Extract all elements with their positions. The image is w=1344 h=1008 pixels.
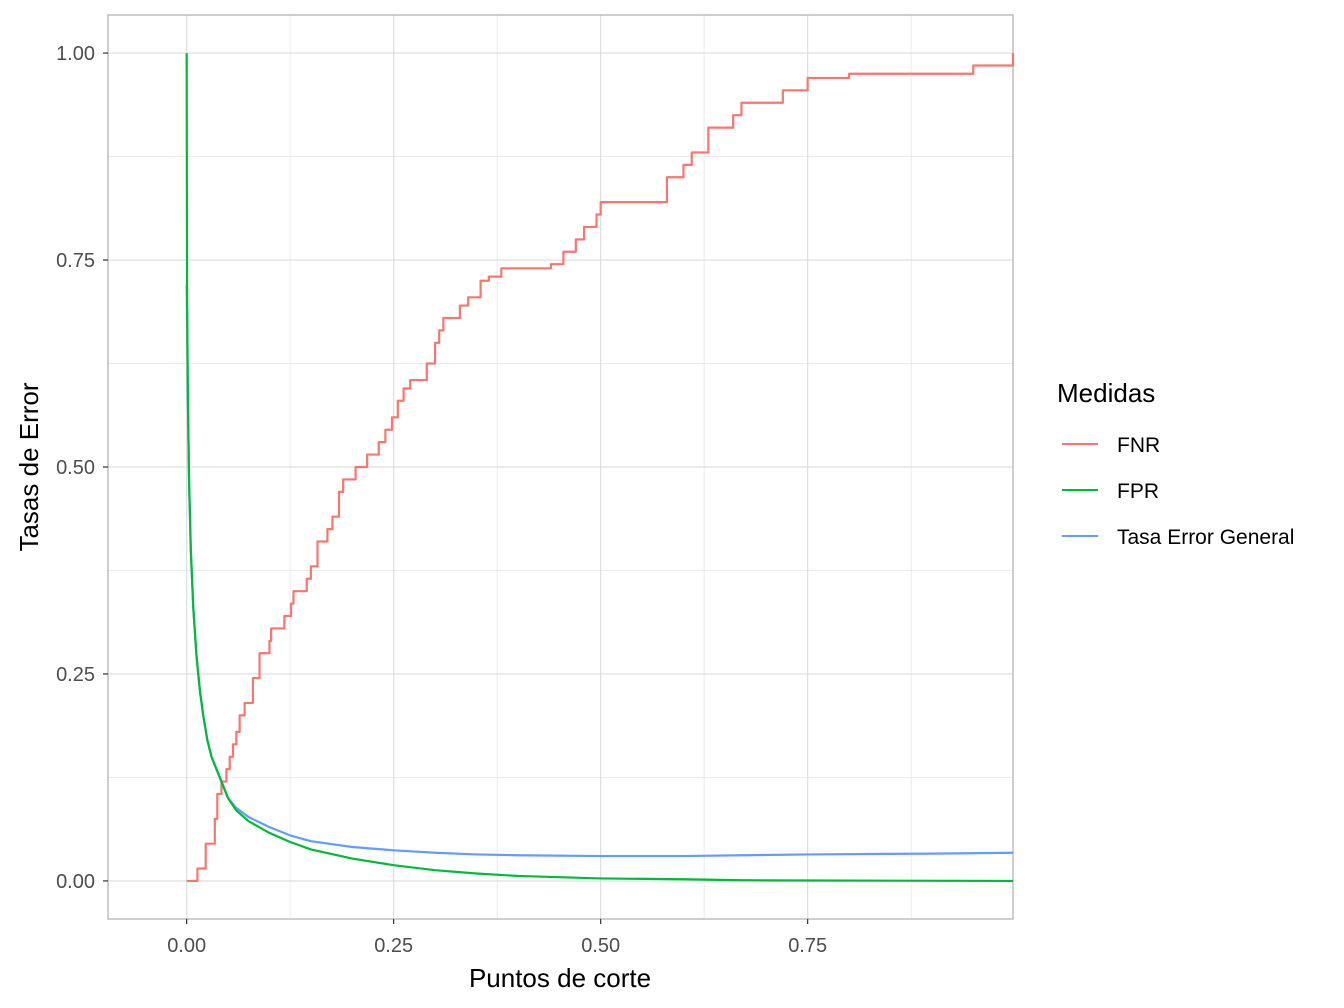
legend-label-tasa-error-general: Tasa Error General bbox=[1117, 526, 1294, 549]
y-axis-title: Tasas de Error bbox=[14, 382, 44, 551]
y-tick-label: 0.50 bbox=[56, 457, 95, 479]
legend-label-fpr: FPR bbox=[1117, 480, 1159, 503]
y-tick-label: 1.00 bbox=[56, 43, 95, 65]
legend-label-fnr: FNR bbox=[1117, 434, 1160, 457]
legend: Medidas FNR FPR Tasa Error General bbox=[1057, 378, 1294, 549]
y-tick-label: 0.25 bbox=[56, 664, 95, 686]
x-tick-label: 0.50 bbox=[581, 935, 620, 957]
series-line-fpr bbox=[185, 53, 1014, 883]
y-tick-label: 0.75 bbox=[56, 250, 95, 272]
x-tick-label: 0.00 bbox=[167, 935, 206, 957]
y-axis: 0.00 0.25 0.50 0.75 1.00 bbox=[56, 43, 108, 893]
y-tick-label: 0.00 bbox=[56, 871, 95, 893]
x-tick-label: 0.75 bbox=[788, 935, 827, 957]
x-axis-title: Puntos de corte bbox=[469, 963, 651, 993]
x-axis: 0.00 0.25 0.50 0.75 bbox=[167, 919, 827, 957]
x-tick-label: 0.25 bbox=[374, 935, 413, 957]
series-layer bbox=[185, 53, 1015, 883]
legend-title: Medidas bbox=[1057, 378, 1155, 408]
series-line-fnr bbox=[186, 53, 1015, 883]
